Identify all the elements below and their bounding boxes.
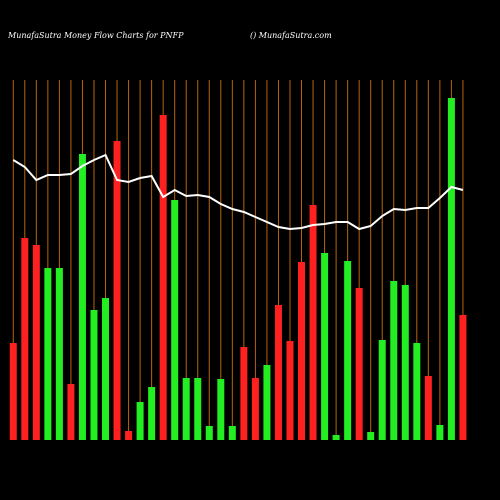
bar — [78, 154, 86, 440]
bar — [136, 402, 144, 440]
bar — [309, 205, 317, 440]
bar — [321, 253, 329, 440]
bar — [32, 245, 40, 440]
bar — [217, 379, 225, 440]
money-flow-line — [12, 153, 464, 231]
bar — [355, 288, 363, 440]
bar — [367, 432, 375, 440]
bar — [263, 365, 271, 440]
bar — [148, 387, 156, 440]
bar — [205, 426, 213, 440]
bar — [447, 98, 455, 440]
bar — [413, 343, 421, 440]
bar — [436, 425, 444, 440]
bar — [9, 343, 17, 440]
bar — [228, 426, 236, 440]
bar — [298, 262, 306, 440]
bar — [459, 315, 467, 440]
bar — [55, 268, 63, 440]
bar — [125, 431, 133, 440]
bar — [194, 378, 202, 440]
bar — [274, 305, 282, 440]
bar — [113, 141, 121, 440]
chart-title: MunafaSutra Money Flow Charts for PNFP — [7, 31, 184, 40]
chart-subtitle: () MunafaSutra.com — [250, 31, 332, 40]
bar — [378, 340, 386, 440]
bar — [171, 200, 179, 440]
bar — [21, 238, 29, 440]
bar — [102, 298, 110, 440]
bar — [159, 115, 167, 440]
bar — [240, 347, 248, 440]
bar — [390, 281, 398, 440]
bar — [67, 384, 75, 440]
bar — [286, 341, 294, 440]
bar — [332, 435, 340, 440]
bar — [44, 268, 52, 440]
bar — [251, 378, 259, 440]
bar — [401, 285, 409, 440]
bar — [424, 376, 432, 440]
bar — [344, 261, 352, 440]
bar — [90, 310, 98, 440]
bar — [182, 378, 190, 440]
